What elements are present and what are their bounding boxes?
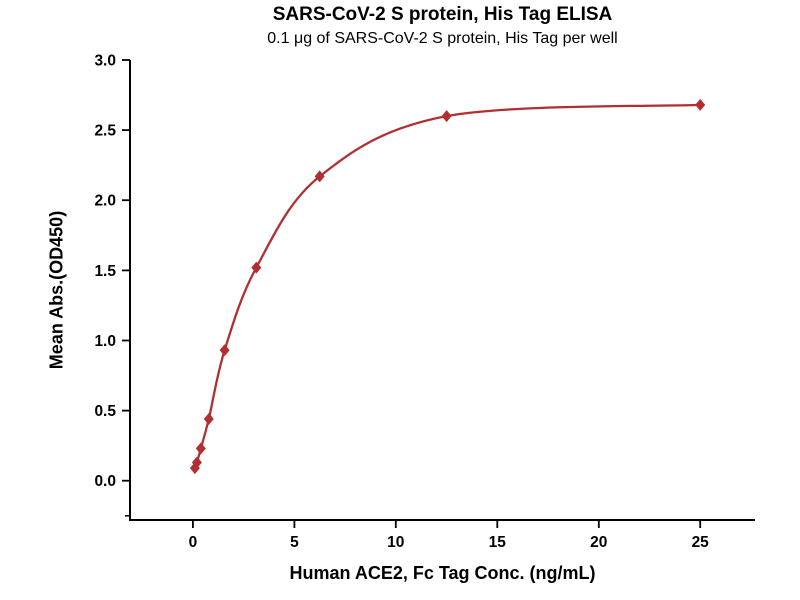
x-tick-label: 15 [489,534,507,551]
data-point-marker [195,442,206,455]
data-point-marker [314,170,325,183]
data-point-marker [219,344,230,357]
x-tick-label: 25 [692,534,710,551]
data-point-marker [695,98,706,111]
chart-subtitle: 0.1 μg of SARS-CoV-2 S protein, His Tag … [267,30,618,47]
y-tick-label: 2.5 [94,123,116,140]
chart-title: SARS-CoV-2 S protein, His Tag ELISA [272,4,613,25]
y-tick-label: 0.0 [94,473,116,490]
x-tick-label: 5 [290,534,299,551]
x-tick-label: 20 [590,534,607,551]
fit-curve [193,103,702,470]
y-tick-label: 2.0 [94,193,116,210]
y-tick-label: 3.0 [94,53,116,70]
y-tick-label: 1.5 [94,263,116,280]
x-tick-label: 10 [387,534,404,551]
data-point-marker [191,456,202,469]
data-point-marker [203,413,214,425]
x-axis-label: Human ACE2, Fc Tag Conc. (ng/mL) [289,563,596,583]
data-point-marker [251,261,262,274]
y-tick-label: 0.5 [94,403,116,420]
x-tick-label: 0 [189,534,198,551]
data-point-marker [441,110,452,123]
y-tick-label: 1.0 [94,333,116,350]
axes [129,60,755,521]
